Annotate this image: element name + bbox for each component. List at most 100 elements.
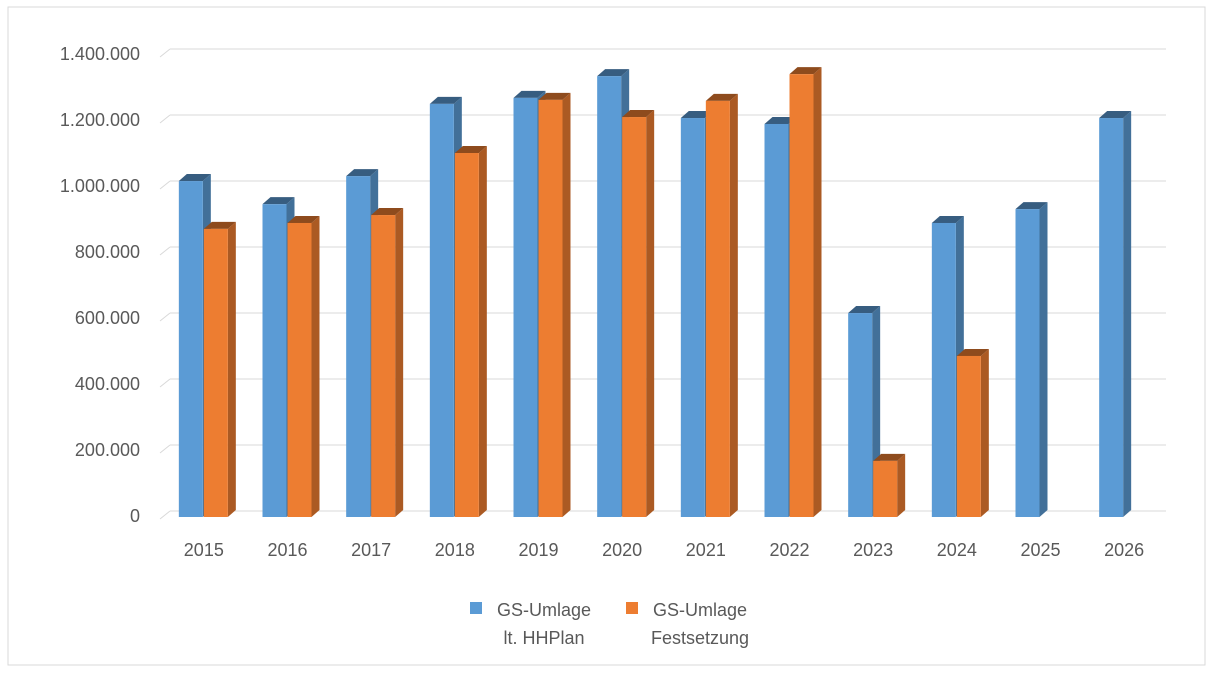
bar-front <box>1099 118 1124 517</box>
y-tick-label: 800.000 <box>75 242 140 262</box>
bar-top <box>764 116 797 124</box>
bar-front <box>262 204 287 517</box>
bar <box>371 208 404 518</box>
bar-side <box>1039 202 1048 518</box>
grid-line-depth <box>159 246 171 256</box>
x-tick-label: 2019 <box>518 540 558 560</box>
bar-top <box>203 221 236 229</box>
y-tick-label: 600.000 <box>75 308 140 328</box>
bar-top <box>848 306 881 314</box>
bar-top <box>680 111 713 119</box>
bar-front <box>454 153 479 517</box>
x-tick-label: 2016 <box>267 540 307 560</box>
bar-front <box>178 181 203 517</box>
legend-swatch <box>626 602 638 614</box>
bar-top <box>956 348 989 356</box>
legend-swatch <box>470 602 482 614</box>
bar <box>538 92 571 517</box>
x-tick-label: 2023 <box>853 540 893 560</box>
x-tick-label: 2020 <box>602 540 642 560</box>
grid-line-depth <box>159 444 171 454</box>
bar <box>1099 111 1132 517</box>
bar-top <box>789 67 822 75</box>
x-tick-label: 2021 <box>686 540 726 560</box>
bar <box>287 215 320 517</box>
bar-top <box>513 90 546 98</box>
bar-top <box>429 96 462 104</box>
bar <box>1015 202 1048 518</box>
bar-front <box>764 123 789 517</box>
bar-top <box>371 208 404 216</box>
bar-front <box>371 215 396 518</box>
x-tick-label: 2024 <box>937 540 977 560</box>
bar-front <box>931 222 956 517</box>
legend-label: GS-Umlage Festsetzung <box>650 600 750 648</box>
legend: GS-Umlage lt. HHPlan GS-Umlage Festsetzun… <box>470 596 756 652</box>
y-tick-label: 0 <box>130 506 140 526</box>
x-tick-label: 2018 <box>435 540 475 560</box>
bar-top <box>287 215 320 223</box>
chart-border <box>7 6 1206 666</box>
bar-front <box>287 222 312 517</box>
bar <box>622 110 655 517</box>
bar-side <box>562 92 571 517</box>
bar-top <box>538 92 571 100</box>
grid-line-depth <box>159 510 171 520</box>
bar-top <box>597 69 630 77</box>
x-tick-label: 2022 <box>769 540 809 560</box>
bar <box>789 67 822 517</box>
bar-front <box>789 74 814 517</box>
bar-side <box>813 67 822 517</box>
x-tick-label: 2017 <box>351 540 391 560</box>
bar-front <box>873 460 898 517</box>
bar-front <box>538 99 563 517</box>
bar-side <box>646 110 655 517</box>
bar-front <box>680 118 705 517</box>
bar-front <box>513 97 538 518</box>
bar <box>956 348 989 517</box>
legend-item: GS-Umlage Festsetzung <box>626 596 756 652</box>
bar-side <box>980 348 989 517</box>
bar-front <box>622 117 647 517</box>
x-tick-label: 2025 <box>1020 540 1060 560</box>
bar-front <box>848 313 873 517</box>
bar-front <box>429 103 454 517</box>
bar-top <box>178 174 211 182</box>
y-tick-label: 1.000.000 <box>60 176 140 196</box>
bar-top <box>705 93 738 101</box>
bar-front <box>203 228 228 517</box>
bar-side <box>311 215 320 517</box>
bar-top <box>1015 202 1048 210</box>
grid-line-depth <box>159 312 171 322</box>
bar-top <box>262 197 295 205</box>
bar-front <box>346 176 371 518</box>
y-tick-label: 1.400.000 <box>60 44 140 64</box>
bar <box>873 453 906 517</box>
legend-label: GS-Umlage lt. HHPlan <box>496 600 592 648</box>
bar-front <box>1015 209 1040 518</box>
bar-top <box>454 146 487 154</box>
x-tick-label: 2015 <box>184 540 224 560</box>
grid-line-depth <box>159 114 171 124</box>
bar <box>203 221 236 517</box>
bar-top <box>931 215 964 223</box>
y-tick-label: 1.200.000 <box>60 110 140 130</box>
bar-top <box>622 110 655 118</box>
bar-front <box>956 355 981 517</box>
bar-side <box>227 221 236 517</box>
y-tick-label: 200.000 <box>75 440 140 460</box>
bar <box>705 93 738 518</box>
bar-side <box>395 208 404 518</box>
bar <box>454 146 487 517</box>
grid-line-depth <box>159 378 171 388</box>
bar-top <box>1099 111 1132 119</box>
bar-top <box>346 169 379 177</box>
bar-front <box>705 100 730 518</box>
grid-line-depth <box>159 180 171 190</box>
grid-line-depth <box>159 48 171 58</box>
bar-front <box>597 76 622 518</box>
y-tick-label: 400.000 <box>75 374 140 394</box>
bar-side <box>729 93 738 518</box>
